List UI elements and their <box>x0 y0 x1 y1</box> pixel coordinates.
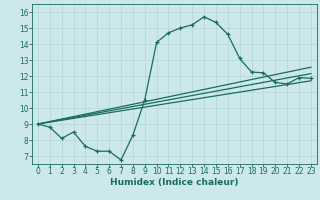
X-axis label: Humidex (Indice chaleur): Humidex (Indice chaleur) <box>110 178 239 187</box>
